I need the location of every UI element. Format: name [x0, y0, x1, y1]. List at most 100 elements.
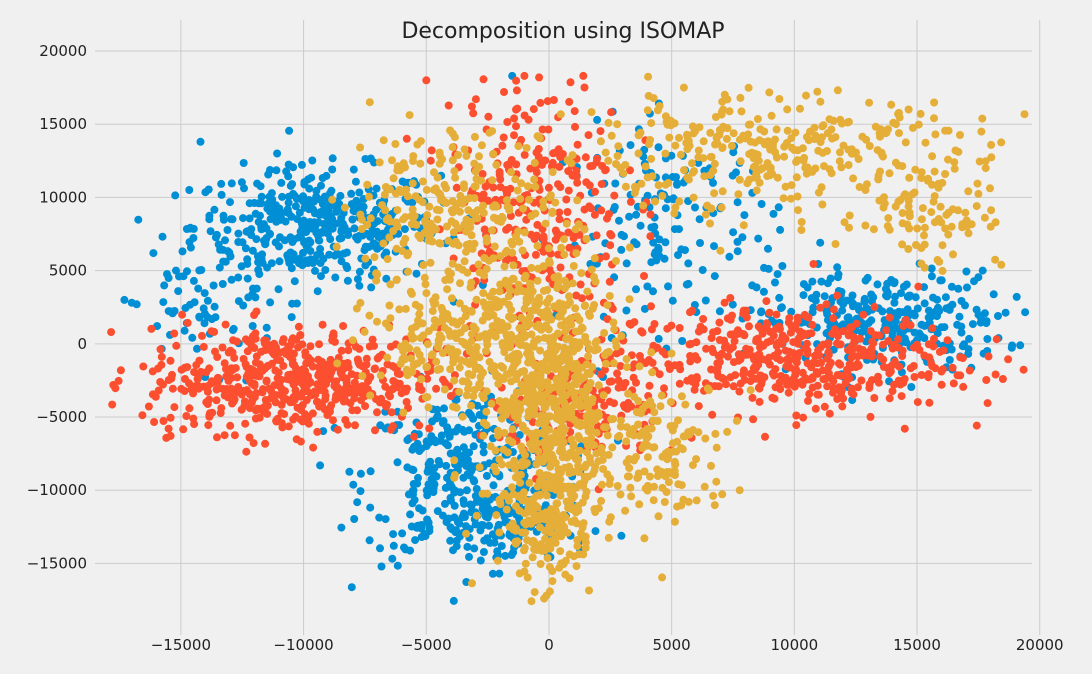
scatter-point [363, 220, 372, 229]
scatter-point [657, 391, 666, 400]
scatter-point [282, 167, 291, 176]
scatter-point [637, 327, 646, 336]
scatter-point [488, 569, 497, 578]
scatter-point [556, 475, 565, 484]
scatter-point [400, 225, 409, 234]
scatter-point [543, 298, 551, 307]
scatter-point [963, 222, 972, 231]
scatter-point [283, 205, 292, 214]
scatter-point [601, 148, 610, 157]
scatter-point [144, 402, 153, 411]
scatter-point [937, 218, 946, 227]
scatter-point [760, 127, 769, 136]
scatter-point [745, 345, 754, 354]
scatter-point [479, 209, 488, 217]
scatter-point [422, 185, 431, 194]
scatter-point [713, 139, 722, 148]
scatter-point [250, 380, 259, 388]
scatter-point [765, 88, 774, 97]
scatter-point [565, 550, 574, 559]
scatter-point [832, 327, 841, 336]
scatter-point [976, 313, 985, 322]
scatter-point [238, 238, 247, 247]
scatter-point [563, 208, 572, 216]
scatter-point [393, 458, 402, 467]
scatter-point [474, 260, 483, 269]
scatter-point [898, 240, 907, 249]
scatter-point [820, 402, 829, 411]
scatter-point [622, 423, 631, 432]
scatter-point [518, 496, 527, 505]
scatter-point [808, 320, 817, 329]
scatter-point [403, 463, 412, 472]
scatter-point [549, 149, 558, 158]
scatter-point [486, 328, 495, 337]
scatter-point [389, 541, 398, 550]
scatter-point [467, 401, 476, 410]
scatter-point [189, 276, 198, 285]
scatter-point [463, 448, 472, 457]
scatter-point [432, 357, 441, 366]
scatter-point [756, 343, 764, 352]
scatter-point [839, 394, 848, 403]
scatter-point [202, 398, 211, 407]
scatter-point [785, 363, 794, 372]
scatter-point [220, 359, 229, 368]
scatter-point [748, 281, 757, 290]
scatter-point [264, 170, 273, 179]
scatter-point [347, 189, 356, 198]
scatter-point [541, 219, 550, 228]
scatter-point [542, 313, 551, 322]
scatter-point [844, 161, 853, 169]
scatter-point [512, 76, 521, 85]
y-tick-label: 20000 [39, 42, 87, 60]
scatter-point [353, 498, 362, 507]
scatter-point [365, 311, 374, 320]
scatter-point [203, 387, 212, 396]
scatter-point [543, 554, 552, 562]
scatter-point [366, 214, 375, 223]
scatter-point [469, 476, 478, 485]
scatter-point [866, 346, 875, 355]
scatter-point [296, 331, 305, 340]
scatter-point [609, 318, 618, 327]
scatter-point [686, 357, 695, 366]
scatter-point [869, 225, 878, 234]
scatter-point [505, 203, 513, 212]
scatter-point [900, 375, 909, 383]
scatter-point [975, 157, 984, 166]
scatter-point [944, 208, 953, 217]
scatter-point [566, 490, 575, 499]
scatter-point [866, 412, 875, 421]
scatter-point [411, 192, 420, 201]
scatter-point [385, 233, 394, 242]
scatter-point [930, 192, 939, 201]
scatter-point [262, 323, 271, 332]
scatter-point [257, 222, 266, 231]
scatter-point [562, 195, 571, 204]
scatter-point [647, 302, 655, 311]
scatter-point [612, 349, 621, 358]
scatter-point [614, 142, 623, 151]
scatter-point [903, 305, 912, 314]
scatter-point [767, 111, 776, 120]
scatter-point [654, 181, 663, 190]
scatter-point [836, 360, 845, 369]
scatter-point [898, 346, 907, 355]
scatter-point [215, 263, 224, 272]
scatter-point [287, 264, 296, 273]
scatter-point [213, 433, 221, 442]
scatter-point [989, 290, 998, 299]
scatter-point [456, 279, 464, 288]
scatter-point [680, 166, 688, 175]
scatter-point [604, 118, 613, 127]
scatter-point [941, 126, 950, 135]
scatter-point [372, 276, 381, 285]
scatter-point [600, 329, 609, 337]
scatter-point [632, 285, 640, 294]
scatter-point [592, 449, 601, 458]
scatter-point [654, 334, 663, 343]
scatter-point [590, 505, 599, 514]
scatter-point [910, 373, 919, 381]
scatter-point [766, 166, 775, 174]
